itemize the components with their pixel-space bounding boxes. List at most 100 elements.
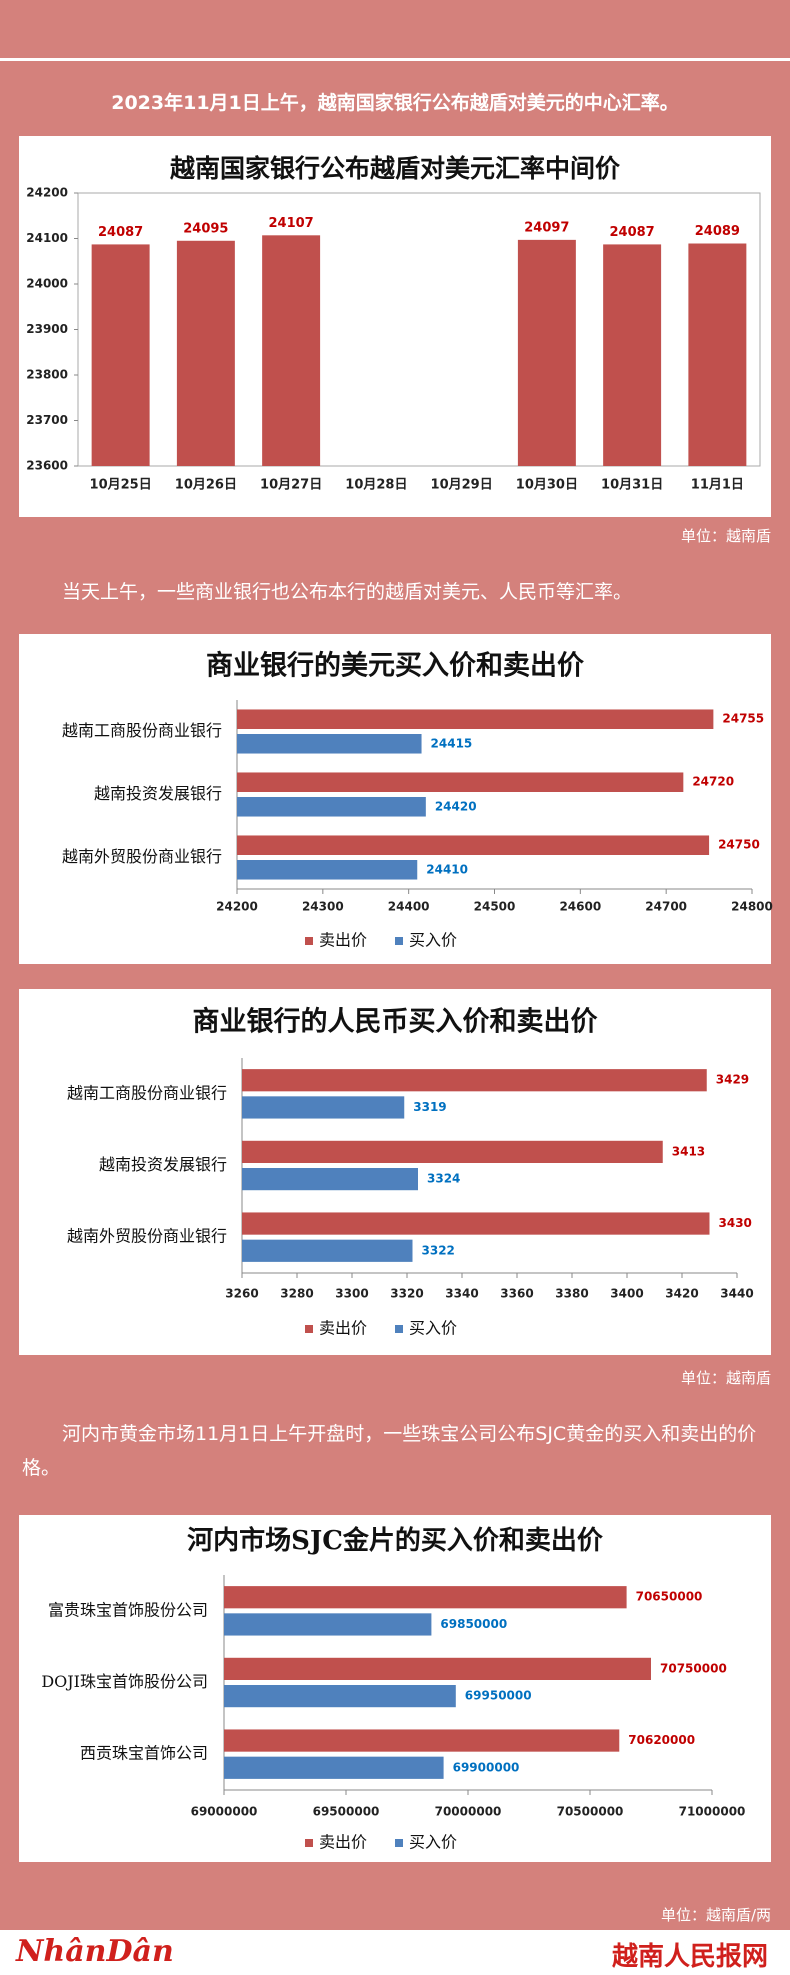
x-tick-label: 10月25日 (90, 478, 152, 493)
y-tick-label: 23600 (26, 459, 68, 473)
x-tick-label: 3320 (390, 1287, 423, 1301)
paragraph: 2023年11月1日上午，越南国家银行公布越盾对美元的中心汇率。 (111, 92, 679, 114)
value-label: 3324 (427, 1172, 460, 1186)
value-label: 3430 (719, 1216, 752, 1230)
bar (237, 772, 684, 792)
paragraph: 河内市黄金市场11月1日上午开盘时，一些珠宝公司公布SJC黄金的买入和卖出的价格… (22, 1423, 757, 1479)
category-label: 越南外贸股份商业银行 (62, 847, 222, 866)
bar (242, 1239, 413, 1262)
value-label: 70750000 (660, 1661, 727, 1675)
value-label: 70620000 (628, 1733, 695, 1747)
x-tick-label: 3440 (720, 1287, 753, 1301)
x-tick-label: 69000000 (191, 1805, 258, 1819)
bar (91, 244, 150, 466)
x-tick-label: 3340 (445, 1287, 478, 1301)
value-label: 3319 (413, 1100, 446, 1114)
y-tick-label: 23900 (26, 322, 68, 336)
bar (176, 240, 235, 466)
legend-swatch (395, 937, 403, 945)
x-tick-label: 24200 (216, 900, 258, 914)
unit-note: 单位：越南盾 (680, 527, 771, 545)
x-tick-label: 24500 (474, 900, 516, 914)
x-tick-label: 3260 (225, 1287, 258, 1301)
x-tick-label: 3280 (280, 1287, 313, 1301)
x-tick-label: 10月28日 (345, 478, 407, 493)
unit-note: 单位：越南盾 (680, 1369, 771, 1387)
category-label: 越南工商股份商业银行 (67, 1083, 227, 1102)
value-label: 24420 (435, 799, 477, 813)
value-label: 24097 (524, 220, 569, 235)
bar (242, 1168, 418, 1191)
category-label: 西贡珠宝首饰公司 (80, 1744, 208, 1763)
x-tick-label: 11月1日 (691, 478, 744, 493)
value-label: 70650000 (636, 1590, 703, 1604)
category-label: 富贵珠宝首饰股份公司 (48, 1600, 208, 1619)
value-label: 3322 (422, 1243, 455, 1257)
bar (242, 1212, 710, 1235)
x-tick-label: 70000000 (435, 1805, 502, 1819)
value-label: 69900000 (453, 1760, 520, 1774)
x-tick-label: 10月27日 (260, 478, 322, 493)
x-tick-label: 10月29日 (431, 478, 493, 493)
legend-swatch (395, 1839, 403, 1847)
value-label: 24410 (426, 862, 468, 876)
value-label: 3413 (672, 1144, 705, 1158)
legend-label: 卖出价 (319, 1319, 367, 1338)
bar (517, 239, 576, 466)
bar (224, 1756, 444, 1779)
chart-title: 商业银行的美元买入价和卖出价 (206, 650, 585, 682)
x-tick-label: 3380 (555, 1287, 588, 1301)
legend-label: 买入价 (409, 1319, 457, 1338)
footer: NhânDân 越南人民报网 (0, 1930, 790, 1975)
x-tick-label: 70500000 (557, 1805, 624, 1819)
value-label: 24087 (610, 225, 655, 240)
bar (237, 734, 422, 754)
x-tick-label: 10月30日 (516, 478, 578, 493)
value-label: 69950000 (465, 1689, 532, 1703)
category-label: 越南投资发展银行 (99, 1155, 227, 1174)
y-tick-label: 23800 (26, 368, 68, 382)
bar (262, 235, 321, 466)
bar (237, 835, 710, 855)
y-tick-label: 24100 (26, 231, 68, 245)
y-tick-label: 23700 (26, 413, 68, 427)
x-tick-label: 24300 (302, 900, 344, 914)
legend-label: 买入价 (409, 931, 457, 950)
x-tick-label: 71000000 (679, 1805, 746, 1819)
y-tick-label: 24000 (26, 277, 68, 291)
bar (224, 1685, 456, 1708)
bar (237, 797, 426, 817)
unit-note: 单位：越南盾/两 (660, 1906, 771, 1924)
value-label: 3429 (716, 1073, 749, 1087)
value-label: 24415 (431, 736, 473, 750)
bar (688, 243, 747, 466)
x-tick-label: 3300 (335, 1287, 368, 1301)
x-tick-label: 3360 (500, 1287, 533, 1301)
category-label: 越南外贸股份商业银行 (67, 1227, 227, 1246)
value-label: 24089 (695, 224, 740, 239)
x-tick-label: 24600 (559, 900, 601, 914)
top-rule (0, 58, 790, 61)
value-label: 24107 (269, 216, 314, 231)
x-tick-label: 69500000 (313, 1805, 380, 1819)
value-label: 69850000 (440, 1617, 507, 1631)
value-label: 24750 (718, 838, 760, 852)
x-tick-label: 10月31日 (601, 478, 663, 493)
bar (603, 244, 662, 466)
x-tick-label: 10月26日 (175, 478, 237, 493)
bar (237, 709, 714, 729)
value-label: 24095 (183, 221, 228, 236)
value-label: 24755 (722, 712, 764, 726)
bar (224, 1613, 432, 1636)
y-tick-label: 24200 (26, 186, 68, 200)
x-tick-label: 3420 (665, 1287, 698, 1301)
chart-title: 河内市场SJC金片的买入价和卖出价 (187, 1525, 604, 1556)
x-tick-label: 24800 (731, 900, 773, 914)
legend-swatch (305, 1839, 313, 1847)
bar (224, 1657, 651, 1680)
legend-label: 卖出价 (319, 1833, 367, 1852)
bar (242, 1140, 663, 1163)
legend-label: 卖出价 (319, 931, 367, 950)
